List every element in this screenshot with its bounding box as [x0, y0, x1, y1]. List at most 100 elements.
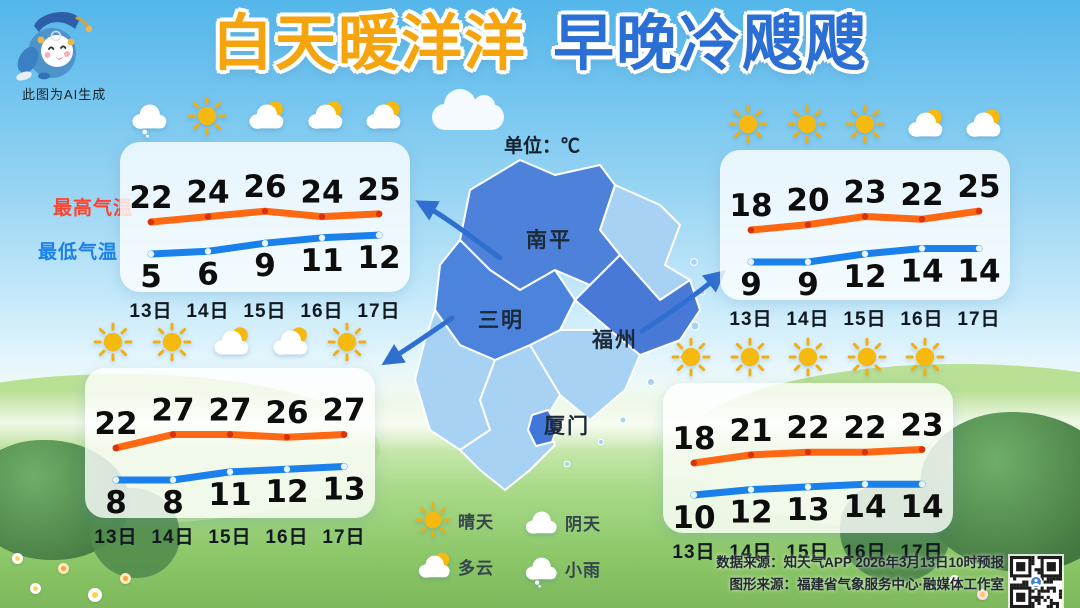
forecast-panel-top-right: 18 20 23 22 25 9 9 12 14 14 13日 14日 15日 16日 17日: [720, 100, 1010, 330]
date-label: 17日: [322, 527, 366, 548]
temp-chart-card: 18 20 23 22 25 9 9 12 14 14: [720, 150, 1010, 303]
weather-icon-cloudy: [208, 320, 252, 364]
low-temp-value: 12: [729, 495, 772, 531]
unit-label: 单位：℃: [504, 136, 581, 157]
weather-icons-row: [120, 92, 410, 140]
map-label-nanping: 南平: [526, 229, 572, 252]
date-label: 16日: [300, 301, 344, 322]
date-label: 13日: [129, 301, 173, 322]
low-temp-value: 9: [797, 267, 819, 300]
title-cold: 早晚冷飕飕: [553, 9, 869, 77]
high-temp-value: 27: [208, 393, 251, 429]
low-temp-value: 9: [254, 248, 276, 284]
legend-item-rain: 小雨: [520, 548, 601, 588]
date-label: 15日: [243, 301, 287, 322]
high-temp-value: 27: [151, 393, 194, 429]
weather-icon-sun: [845, 335, 889, 379]
low-temp-value: 10: [672, 500, 715, 533]
date-label: 13日: [672, 542, 716, 563]
weather-mascot: [14, 6, 94, 89]
low-temp-value: 11: [208, 477, 251, 513]
weather-icon-sun: [903, 335, 947, 379]
weather-icons-row: [85, 318, 375, 366]
date-label: 17日: [357, 301, 401, 322]
legend-item-cloudy: 多云: [413, 546, 494, 586]
high-temp-value: 18: [729, 188, 772, 224]
low-temp-value: 8: [162, 485, 184, 518]
weather-icon-cloudy: [302, 94, 346, 138]
title-warm: 白天暖洋洋: [211, 9, 527, 77]
date-label: 16日: [900, 309, 944, 330]
high-temp-value: 22: [94, 406, 137, 442]
temp-line-chart: 22 24 26 24 25 5 6 9 11 12: [129, 169, 400, 295]
high-temp-value: 23: [843, 175, 886, 211]
low-temp-value: 12: [843, 259, 886, 295]
forecast-panel-top-left: 22 24 26 24 25 5 6 9 11 12 13日 14日 15日 16日 17日: [120, 92, 410, 322]
legend-item-sunny: 晴天: [413, 500, 494, 540]
date-label: 16日: [265, 527, 309, 548]
legend-label-rain: 小雨: [565, 560, 601, 580]
high-temp-value: 22: [786, 410, 829, 446]
low-temp-value: 11: [300, 243, 343, 279]
date-label: 14日: [151, 527, 195, 548]
low-temp-value: 12: [357, 240, 400, 276]
temp-line-chart: 18 21 22 22 23 10 12 13 14 14: [672, 408, 943, 537]
data-source-line: 数据来源：知天气APP 2026年3月13日10时预报: [716, 555, 1004, 570]
legend-label-sunny: 晴天: [458, 512, 494, 532]
high-temp-value: 18: [672, 421, 715, 457]
date-label: 14日: [186, 301, 230, 322]
map-label-sanming: 三明: [478, 309, 524, 332]
high-temp-value: 25: [957, 169, 1000, 205]
map-label-xiamen: 厦门: [544, 415, 590, 438]
weather-icon-cloudy: [360, 94, 404, 138]
high-temp-value: 20: [786, 183, 829, 219]
forecast-panel-bottom-left: 22 27 27 26 27 8 8 11 12 13 13日 14日 15日 16日 17日: [85, 318, 375, 548]
weather-icon-sun: [728, 335, 772, 379]
legend-low-temp: 最低气温: [38, 242, 119, 263]
rain-icon: [520, 548, 560, 588]
high-temp-value: 24: [300, 175, 343, 211]
date-label: 14日: [786, 309, 830, 330]
weather-icon-sun: [786, 335, 830, 379]
date-axis: 13日 14日 15日 16日 17日: [85, 522, 375, 548]
legend-label-overcast: 阴天: [565, 514, 601, 534]
weather-icon-cloudy: [267, 320, 311, 364]
low-temp-value: 13: [322, 472, 365, 508]
low-temp-value: 12: [265, 474, 308, 510]
date-axis: 13日 14日 15日 16日 17日: [120, 296, 410, 322]
map-label-fuzhou: 福州: [592, 329, 638, 352]
weather-icon-sun: [150, 320, 194, 364]
high-temp-value: 22: [900, 177, 943, 213]
weather-icon-sun: [325, 320, 369, 364]
sun-icon: [413, 500, 453, 540]
low-temp-value: 13: [786, 492, 829, 528]
high-temp-value: 25: [357, 172, 400, 208]
date-label: 13日: [729, 309, 773, 330]
legend-label-cloudy: 多云: [458, 558, 494, 578]
graphic-source-line: 图形来源：福建省气象服务中心·融媒体工作室: [729, 576, 1005, 592]
low-temp-value: 8: [105, 485, 127, 518]
temp-chart-card: 22 24 26 24 25 5 6 9 11 12: [120, 142, 410, 295]
date-label: 15日: [843, 309, 887, 330]
ai-generated-note: 此图为AI生成: [22, 87, 107, 102]
high-temp-value: 22: [843, 410, 886, 446]
date-label: 15日: [208, 527, 252, 548]
weather-icon-cloudy: [960, 102, 1004, 146]
low-temp-value: 14: [957, 254, 1000, 290]
mascot-illustration: [16, 11, 93, 81]
high-temp-value: 26: [243, 169, 286, 205]
high-temp-value: 23: [900, 408, 943, 444]
date-label: 17日: [957, 309, 1001, 330]
low-temp-value: 14: [843, 489, 886, 525]
high-temp-value: 26: [265, 395, 308, 431]
decor-cloud: [432, 89, 504, 130]
temp-line-chart: 22 27 27 26 27 8 8 11 12 13: [94, 393, 365, 522]
temp-chart-card: 22 27 27 26 27 8 8 11 12 13: [85, 368, 375, 522]
date-label: 14日: [729, 542, 773, 563]
low-temp-value: 14: [900, 254, 943, 290]
weather-icon-cloudy: [243, 94, 287, 138]
weather-icon-cloudy: [902, 102, 946, 146]
high-temp-value: 22: [129, 180, 172, 216]
low-temp-value: 9: [740, 267, 762, 300]
